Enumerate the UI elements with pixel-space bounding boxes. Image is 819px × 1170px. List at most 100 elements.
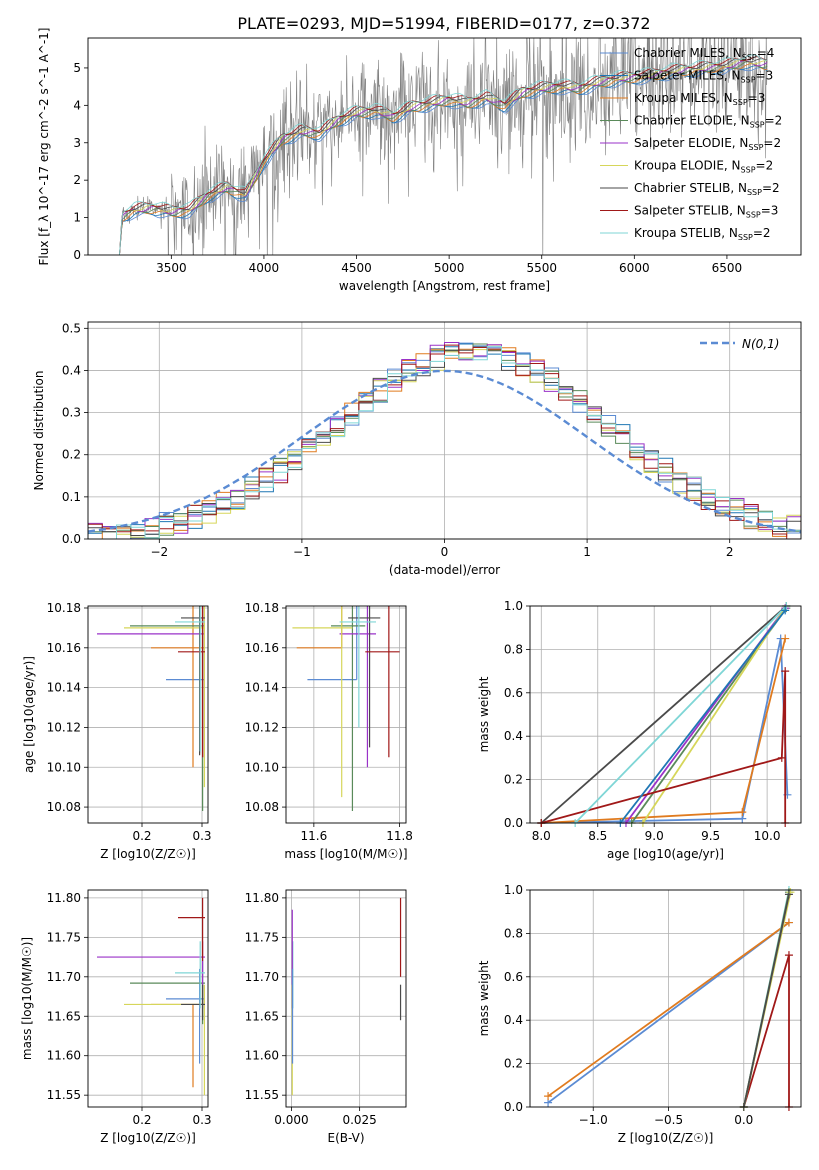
weight-chabrier-stelib-line bbox=[540, 605, 787, 824]
mass-vs-ebv-axes: 0.000 0.025 11.55 11.60 11.65 11.70 11.75 11.80… bbox=[245, 889, 407, 1145]
y-tick-label: 0.2 bbox=[504, 1057, 523, 1071]
legend-subscript: SSP bbox=[747, 188, 762, 197]
y-tick-label: 0.0 bbox=[504, 816, 523, 830]
x-tick-label: 9.5 bbox=[701, 829, 720, 843]
y-tick-label: 11.55 bbox=[47, 1088, 81, 1102]
y-tick-label: 3 bbox=[73, 136, 81, 150]
legend-label: Salpeter MILES, NSSP=3 bbox=[634, 69, 773, 85]
legend-label: Salpeter ELODIE, NSSP=2 bbox=[634, 136, 781, 152]
age-vs-Z-axes: 0.2 0.3 10.08 10.10 10.12 10.14 10.16 10.18 Z [l… bbox=[22, 601, 212, 861]
x-tick-label: 11.6 bbox=[300, 829, 327, 843]
weight-kroupa-miles-marker bbox=[781, 634, 790, 643]
legend-label: Salpeter STELIB, NSSP=3 bbox=[634, 204, 778, 220]
mass-vs-ebv-frame bbox=[285, 889, 407, 1108]
weight-vs-Z-axes: −1.0 −0.5 0.0 0.0 0.2 0.4 0.6 0.8 1.0 Z [log10(Z/… bbox=[477, 883, 802, 1145]
weight-chabrier-stelib-marker bbox=[784, 890, 793, 899]
x-tick-label: 9.0 bbox=[645, 829, 664, 843]
y-tick-label: 5 bbox=[73, 61, 81, 75]
x-tick-label: −2 bbox=[150, 545, 168, 559]
x-tick-label: 0.025 bbox=[342, 1113, 376, 1127]
x-tick-label: 5000 bbox=[434, 261, 465, 275]
legend-nssp: =2 bbox=[765, 114, 783, 128]
age-vs-mass-xlabel: mass [log10(M/M☉)] bbox=[284, 847, 407, 861]
y-tick-label: 4 bbox=[73, 98, 81, 112]
spectrum-model-chabrier-elodie bbox=[119, 61, 768, 255]
weight-kroupa-miles-line bbox=[547, 921, 790, 1097]
y-tick-label: 0.2 bbox=[504, 773, 523, 787]
weight-kroupa-miles-marker bbox=[738, 808, 747, 817]
mass-vs-Z-ylabel: mass [log10(M/M☉)] bbox=[20, 937, 34, 1060]
age-vs-mass-frame bbox=[285, 605, 407, 824]
weight-vs-age-axes: 8.0 8.5 9.0 9.5 10.0 0.0 0.2 0.4 0.6 0.8 1.0 age [l… bbox=[477, 599, 802, 861]
legend-label: Kroupa ELODIE, NSSP=2 bbox=[634, 159, 773, 175]
legend-nssp: =3 bbox=[756, 69, 774, 83]
y-tick-label: 0.2 bbox=[62, 448, 81, 462]
hist-kroupa-elodie bbox=[88, 349, 801, 539]
y-tick-label: 10.12 bbox=[245, 720, 279, 734]
y-tick-label: 2 bbox=[73, 173, 81, 187]
mass-vs-ebv-xlabel: E(B-V) bbox=[327, 1131, 364, 1145]
x-tick-label: 6500 bbox=[712, 261, 743, 275]
figure-title: PLATE=0293, MJD=51994, FIBERID=0177, z=0… bbox=[237, 14, 650, 33]
spectrum-frame bbox=[87, 37, 802, 256]
legend-label: Chabrier STELIB, NSSP=2 bbox=[634, 181, 780, 197]
legend-nssp: =3 bbox=[748, 91, 766, 105]
weight-salpeter-stelib-marker bbox=[781, 667, 790, 676]
weight-salpeter-stelib-marker bbox=[784, 951, 793, 960]
y-tick-label: 11.65 bbox=[245, 1009, 279, 1023]
x-tick-label: 1 bbox=[583, 545, 591, 559]
legend-label: Chabrier MILES, NSSP=4 bbox=[634, 46, 774, 62]
x-tick-label: 4000 bbox=[249, 261, 280, 275]
x-tick-label: 11.8 bbox=[386, 829, 413, 843]
spectrum-model-kroupa-miles bbox=[119, 63, 768, 255]
x-tick-label: 5500 bbox=[526, 261, 557, 275]
weight-kroupa-miles-marker bbox=[544, 1092, 553, 1101]
legend-label: Chabrier ELODIE, NSSP=2 bbox=[634, 114, 782, 130]
legend-subscript: SSP bbox=[742, 53, 757, 62]
y-tick-label: 10.08 bbox=[47, 800, 81, 814]
age-vs-mass-axes: 11.6 11.8 10.08 10.10 10.12 10.14 10.16 10.18 ma… bbox=[245, 601, 413, 861]
spectrum-ylabel: Flux [f_λ 10^-17 erg cm^-2 s^-1 A^-1] bbox=[37, 28, 51, 266]
age-vs-Z-xlabel: Z [log10(Z/Z☉)] bbox=[100, 847, 196, 861]
y-tick-label: 10.08 bbox=[245, 800, 279, 814]
y-tick-label: 10.14 bbox=[245, 681, 279, 695]
y-tick-label: 11.65 bbox=[47, 1009, 81, 1023]
mass-vs-Z-xlabel: Z [log10(Z/Z☉)] bbox=[100, 1131, 196, 1145]
spectrum-axes: 3500 4000 4500 5000 5500 6000 6500 0 1 2 3 4 5 wavele… bbox=[37, 28, 802, 293]
x-tick-label: 0.000 bbox=[274, 1113, 308, 1127]
y-tick-label: 0.5 bbox=[62, 321, 81, 335]
x-tick-label: 8.5 bbox=[588, 829, 607, 843]
x-tick-label: 2 bbox=[726, 545, 734, 559]
legend-subscript: SSP bbox=[733, 98, 748, 107]
y-tick-label: 0 bbox=[73, 248, 81, 262]
normal-curve bbox=[87, 369, 802, 533]
legend-subscript: SSP bbox=[741, 166, 756, 175]
weight-vs-age-xlabel: age [log10(age/yr)] bbox=[607, 847, 724, 861]
residuals-axes: −2 −1 0 1 2 0.0 0.1 0.2 0.3 0.4 0.5 (data-model)/er… bbox=[32, 321, 802, 577]
y-tick-label: 0.4 bbox=[504, 729, 523, 743]
y-tick-label: 11.60 bbox=[245, 1049, 279, 1063]
x-tick-label: 4500 bbox=[341, 261, 372, 275]
legend-nssp: =4 bbox=[757, 46, 775, 60]
spectrum-model-salpeter-elodie bbox=[119, 59, 768, 255]
y-tick-label: 1.0 bbox=[504, 599, 523, 613]
chart-layer: 3500 4000 4500 5000 5500 6000 6500 0 1 2 3 4 5 wavele… bbox=[20, 28, 802, 1145]
weight-kroupa-stelib-line bbox=[574, 605, 787, 824]
spectrum-model-kroupa-stelib bbox=[119, 54, 768, 255]
y-tick-label: 10.10 bbox=[245, 760, 279, 774]
y-tick-label: 0.0 bbox=[62, 532, 81, 546]
y-tick-label: 0.3 bbox=[62, 406, 81, 420]
mass-vs-Z-frame bbox=[87, 889, 209, 1108]
y-tick-label: 0.6 bbox=[504, 970, 523, 984]
y-tick-label: 11.75 bbox=[245, 930, 279, 944]
x-tick-label: 0.2 bbox=[132, 829, 151, 843]
y-tick-label: 10.16 bbox=[245, 641, 279, 655]
weight-vs-Z-xlabel: Z [log10(Z/Z☉)] bbox=[618, 1131, 714, 1145]
weight-vs-age-ylabel: mass weight bbox=[477, 676, 491, 752]
x-tick-label: 8.0 bbox=[532, 829, 551, 843]
spectrum-legend: Chabrier MILES, NSSP=4 Salpeter MILES, NS… bbox=[600, 46, 782, 242]
legend-subscript: SSP bbox=[738, 233, 753, 242]
x-tick-label: 0.2 bbox=[132, 1113, 151, 1127]
x-tick-label: −1 bbox=[293, 545, 311, 559]
